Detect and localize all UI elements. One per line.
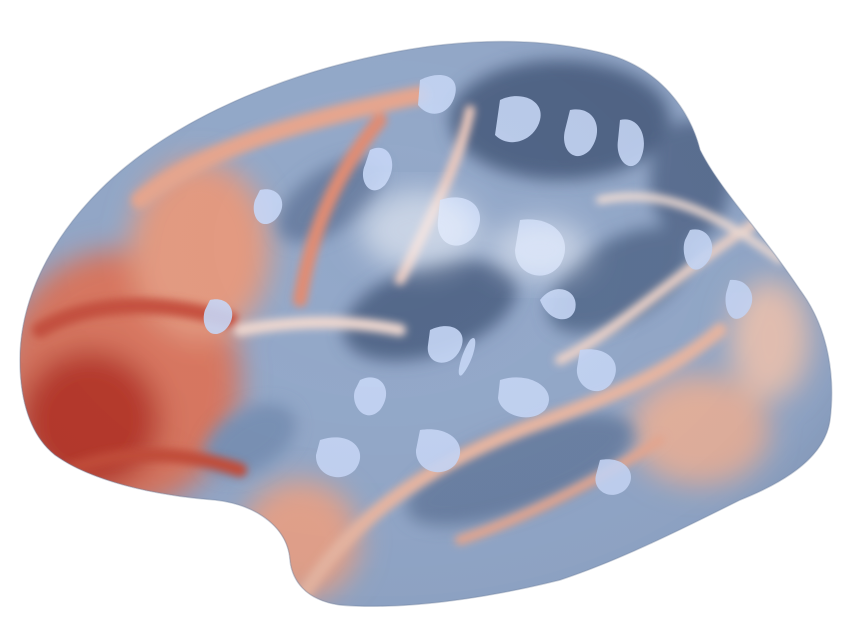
brain-outline bbox=[19, 40, 833, 607]
